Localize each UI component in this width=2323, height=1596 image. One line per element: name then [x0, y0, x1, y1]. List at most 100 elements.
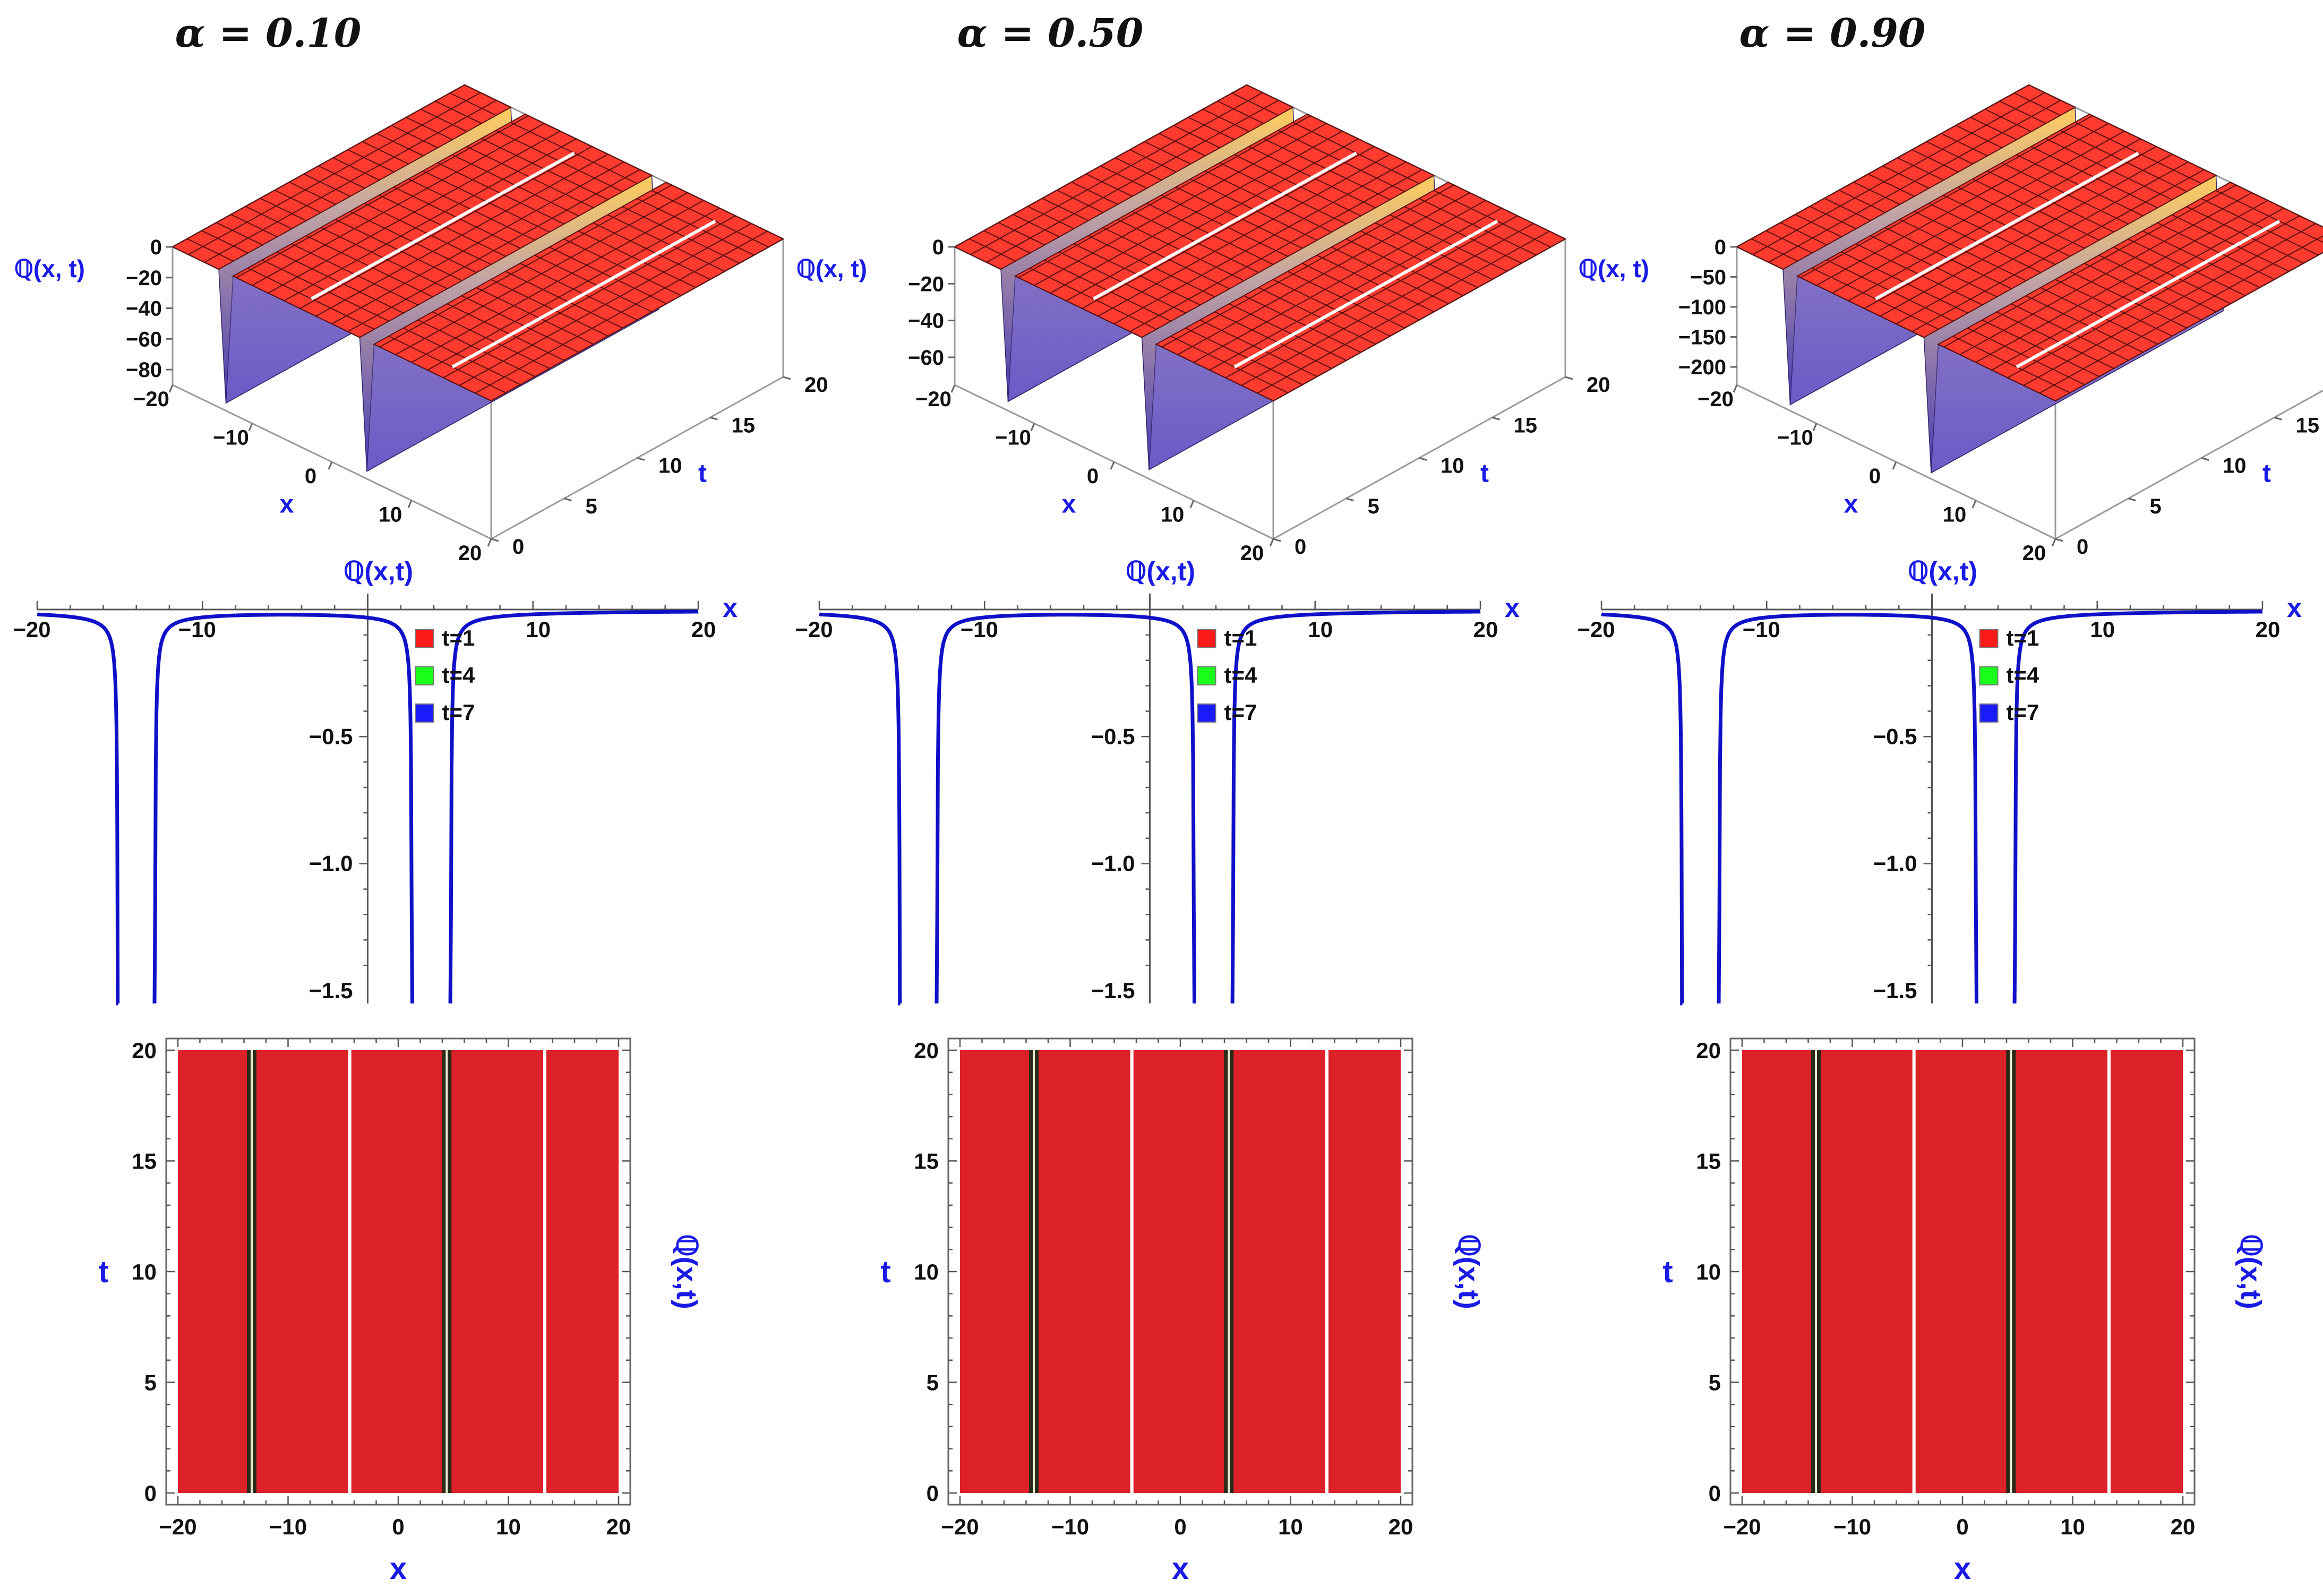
- mesh-line: [1824, 198, 1871, 221]
- x-tick-label: 20: [458, 542, 482, 565]
- legend-label: t=4: [1224, 663, 1258, 688]
- mesh-line: [1404, 206, 1522, 264]
- dark-band-core: [445, 1050, 448, 1493]
- density-plot-2: −20 −10 0 10 20 0 5 10 15 20 x t ℚ(x,t): [880, 1037, 1485, 1586]
- y-tick-label: 5: [144, 1370, 157, 1395]
- mesh-line: [464, 84, 511, 108]
- mesh-line: [1797, 276, 1924, 338]
- legend-label: t=4: [2007, 663, 2040, 688]
- t-tick-label: 0: [1295, 535, 1306, 559]
- mesh-line: [432, 311, 550, 369]
- y-tick-label: 0: [144, 1481, 157, 1506]
- z-tick-label: −50: [1690, 266, 1726, 289]
- t-tick-label: 10: [1441, 454, 1464, 478]
- x-tick-label: −20: [133, 388, 169, 411]
- mesh-line: [954, 246, 1001, 270]
- y-axis-label: t: [1662, 1255, 1673, 1289]
- mesh-line: [1071, 182, 1118, 205]
- z-tick-label: −150: [1678, 326, 1726, 349]
- x-axis-label: x: [280, 491, 294, 519]
- mesh-line: [2230, 182, 2323, 228]
- seam-line: [1233, 220, 1498, 368]
- z-tick-label: −40: [126, 297, 162, 321]
- mesh-line: [1203, 108, 1249, 132]
- mesh-line: [304, 173, 350, 197]
- y-tick-label: 15: [132, 1149, 157, 1174]
- x-tick-label: −10: [1777, 426, 1813, 450]
- t-tick: [1492, 416, 1500, 421]
- surface-plot-1: α = 0.10 −20 −10 0 10 20 0 5 10 15 20 0 −20 −40 −60 −80…: [14, 11, 828, 565]
- seam-line: [451, 220, 716, 368]
- t-tick: [783, 376, 791, 380]
- seam-line: [311, 151, 575, 301]
- x-axis-label: x: [390, 1551, 407, 1586]
- t-tick: [2128, 497, 2136, 502]
- x-tick: [407, 500, 413, 509]
- x-tick-label: 10: [1161, 503, 1185, 527]
- box-edge: [2055, 389, 2323, 540]
- x-tick-label: 10: [2090, 617, 2115, 642]
- mesh-line: [1170, 336, 1288, 393]
- mesh-line: [1390, 214, 1507, 272]
- dark-band-core: [251, 1050, 253, 1493]
- color-axis-label: ℚ(x,t): [671, 1234, 702, 1309]
- mesh-line: [1057, 190, 1103, 213]
- panel-title: α = 0.90: [1739, 11, 1926, 56]
- mesh-line: [1042, 198, 1089, 221]
- mesh-line: [347, 149, 395, 173]
- mesh-line: [1287, 271, 1405, 329]
- t-tick-label: 0: [2077, 535, 2088, 559]
- mesh-line: [1853, 182, 1900, 205]
- z-tick-label: −20: [126, 267, 162, 290]
- white-band: [348, 1050, 352, 1493]
- x-tick-label: 10: [526, 617, 551, 642]
- mesh-line: [245, 205, 292, 229]
- t-tick: [564, 497, 572, 502]
- seam-line: [1093, 151, 1357, 301]
- y-tick-label: 10: [1696, 1259, 1721, 1284]
- line-plot-1: −20 −10 10 20−0.5−1.0−1.5xℚ(x,t)t=1t=4t=7: [13, 556, 738, 1006]
- t-axis-label: t: [1480, 460, 1489, 488]
- mesh-line: [1812, 267, 1939, 330]
- x-tick-label: 10: [379, 503, 402, 527]
- legend-swatch: [415, 629, 434, 648]
- z-axis-label: ℚ(x, t): [1579, 255, 1649, 282]
- mesh-line: [289, 182, 336, 205]
- x-tick: [248, 423, 253, 432]
- dark-band-core: [1815, 1050, 1818, 1493]
- mesh-line: [1360, 230, 1478, 288]
- y-axis-label: t: [880, 1255, 890, 1289]
- mesh-line: [2069, 271, 2187, 329]
- mesh-line: [593, 222, 710, 280]
- x-tick-label: 10: [1943, 503, 1967, 527]
- density-field: [178, 1050, 619, 1493]
- t-tick-label: 0: [512, 535, 524, 559]
- x-tick: [1030, 423, 1035, 432]
- x-tick: [1269, 538, 1274, 547]
- legend-swatch: [1197, 666, 1216, 685]
- x-tick: [1971, 500, 1977, 509]
- y-tick-label: −0.5: [1091, 724, 1135, 749]
- surface-plot-3: α = 0.90−20−1001020051015200−50−100−150−…: [1579, 11, 2323, 565]
- x-axis-label: x: [1954, 1551, 1971, 1586]
- mesh-line: [362, 141, 409, 165]
- mesh-line: [2157, 222, 2275, 280]
- y-tick-label: −1.0: [1873, 851, 1917, 876]
- x-tick-label: 20: [2171, 1514, 2196, 1539]
- x-tick-label: 10: [496, 1514, 521, 1539]
- x-tick-label: 0: [1869, 465, 1881, 488]
- x-axis-label: x: [1062, 491, 1076, 519]
- seam-line: [2016, 220, 2281, 368]
- mesh-line: [2084, 263, 2202, 321]
- mesh-line: [491, 279, 608, 337]
- x-tick-label: 20: [606, 1514, 631, 1539]
- t-tick: [1419, 457, 1427, 461]
- white-band: [1130, 1050, 1134, 1493]
- white-band: [543, 1050, 546, 1493]
- x-tick-label: −10: [1051, 1514, 1089, 1539]
- x-tick-label: −20: [941, 1514, 979, 1539]
- mesh-line: [666, 182, 784, 239]
- mesh-line: [1448, 182, 1566, 239]
- mesh-line: [534, 254, 652, 313]
- dark-band-core: [1033, 1050, 1035, 1493]
